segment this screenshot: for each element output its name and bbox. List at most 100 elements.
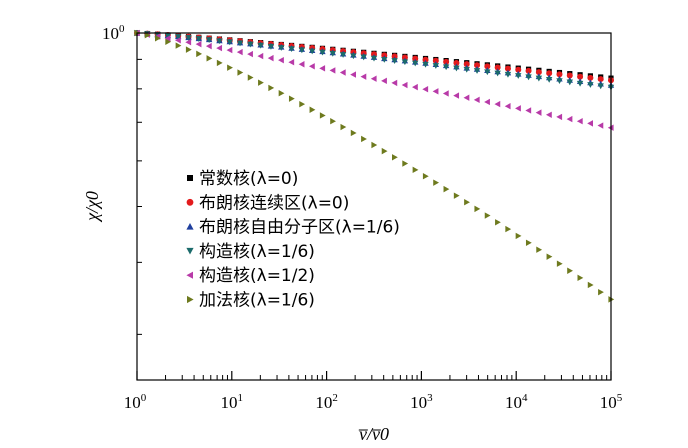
data-point bbox=[185, 46, 192, 53]
data-point bbox=[278, 56, 284, 64]
data-point bbox=[371, 141, 378, 149]
data-point bbox=[484, 98, 490, 106]
data-point bbox=[463, 61, 470, 68]
legend-label: 常数核(λ=0) bbox=[199, 169, 298, 189]
data-point bbox=[576, 118, 583, 125]
data-point bbox=[155, 35, 161, 42]
data-point bbox=[474, 205, 481, 213]
data-point bbox=[597, 83, 604, 90]
data-point bbox=[288, 58, 295, 66]
data-point bbox=[236, 40, 244, 47]
data-point bbox=[494, 64, 501, 71]
data-point bbox=[350, 129, 357, 137]
data-point bbox=[473, 96, 480, 104]
data-point bbox=[257, 42, 264, 49]
data-point bbox=[278, 45, 285, 51]
data-point bbox=[576, 80, 584, 87]
data-point bbox=[288, 46, 295, 53]
data-point bbox=[392, 154, 398, 161]
data-point bbox=[381, 77, 387, 85]
data-point bbox=[422, 61, 429, 68]
data-point bbox=[308, 48, 316, 55]
data-point bbox=[587, 120, 593, 127]
data-point bbox=[412, 166, 419, 174]
x-axis-label: v̅/v̅0 bbox=[358, 424, 389, 444]
data-point bbox=[464, 199, 470, 206]
data-point bbox=[504, 65, 511, 72]
data-point bbox=[432, 88, 439, 95]
axes: 100 101 102 103 104 105 bbox=[124, 32, 623, 412]
data-point bbox=[339, 69, 346, 76]
x-tick-label: 104 bbox=[505, 392, 528, 412]
data-point bbox=[484, 63, 491, 70]
legend: 常数核(λ=0) 布朗核连续区(λ=0) 布朗核自由分子区(λ=1/6) 构造核(λ=… bbox=[186, 169, 400, 311]
data-point bbox=[567, 267, 573, 274]
data-point bbox=[226, 46, 233, 54]
data-point bbox=[350, 71, 356, 78]
x-tick-label: 100 bbox=[124, 392, 147, 412]
y-axis-label: χ/χ0 bbox=[82, 191, 102, 223]
legend-marker bbox=[186, 247, 194, 255]
data-point bbox=[473, 68, 481, 74]
data-point bbox=[556, 78, 563, 85]
data-point bbox=[587, 74, 594, 81]
data-point bbox=[495, 219, 501, 226]
series-4 bbox=[133, 29, 614, 131]
data-point bbox=[433, 179, 440, 186]
data-point bbox=[412, 55, 419, 62]
data-point bbox=[442, 90, 449, 97]
data-point bbox=[412, 60, 419, 67]
data-point bbox=[442, 64, 450, 71]
data-point bbox=[598, 288, 604, 296]
y-top-tick-label: 100 bbox=[102, 23, 125, 43]
data-point bbox=[463, 94, 470, 101]
legend-label: 加法核(λ=1/6) bbox=[199, 291, 315, 311]
x-tick-label: 101 bbox=[221, 392, 244, 412]
data-point bbox=[267, 54, 274, 62]
data-point bbox=[299, 100, 306, 108]
data-point bbox=[164, 33, 172, 39]
data-point bbox=[494, 70, 501, 77]
data-point bbox=[206, 55, 213, 62]
data-point bbox=[546, 253, 553, 260]
x-tick-label: 102 bbox=[315, 392, 338, 412]
data-point bbox=[257, 52, 264, 60]
data-point bbox=[329, 67, 336, 74]
data-point bbox=[330, 118, 336, 125]
data-point bbox=[412, 83, 418, 91]
data-point bbox=[237, 69, 244, 76]
data-point bbox=[566, 115, 573, 123]
data-point bbox=[227, 64, 233, 71]
legend-marker bbox=[186, 198, 194, 206]
data-point bbox=[432, 57, 439, 64]
data-point bbox=[505, 225, 512, 233]
data-point bbox=[453, 60, 460, 67]
data-point bbox=[401, 59, 409, 66]
data-point bbox=[556, 71, 563, 78]
data-point bbox=[185, 39, 192, 46]
data-point bbox=[577, 73, 584, 80]
data-point bbox=[205, 42, 212, 50]
data-point bbox=[195, 36, 203, 42]
data-point bbox=[267, 43, 275, 50]
data-point bbox=[339, 52, 347, 58]
data-point bbox=[340, 123, 347, 131]
data-point bbox=[453, 92, 460, 99]
data-point bbox=[484, 212, 491, 219]
data-point bbox=[402, 160, 409, 167]
data-point bbox=[453, 192, 460, 199]
data-point bbox=[175, 37, 181, 44]
data-point bbox=[463, 66, 470, 73]
data-point bbox=[308, 63, 315, 70]
data-point bbox=[309, 106, 316, 113]
x-tick-label: 103 bbox=[410, 392, 433, 412]
data-point bbox=[566, 79, 573, 86]
series-3 bbox=[133, 30, 615, 91]
data-point bbox=[577, 274, 584, 282]
data-point bbox=[504, 103, 511, 110]
data-point bbox=[401, 81, 408, 89]
x-tick-label: 105 bbox=[600, 392, 623, 412]
legend-label: 布朗核连续区(λ=0) bbox=[199, 193, 349, 213]
data-point bbox=[195, 40, 202, 48]
